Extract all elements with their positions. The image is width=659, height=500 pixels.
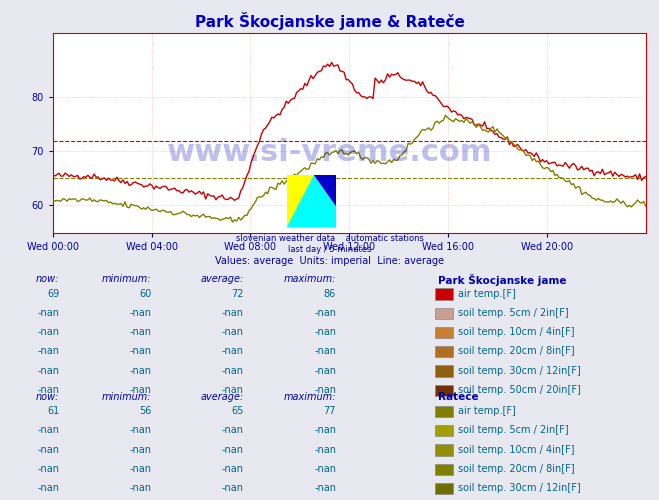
Text: air temp.[F]: air temp.[F] [458,288,516,298]
Text: -nan: -nan [130,464,152,474]
Text: Park Škocjanske jame & Rateče: Park Škocjanske jame & Rateče [194,12,465,30]
FancyBboxPatch shape [435,288,453,300]
Text: -nan: -nan [130,426,152,436]
Text: soil temp. 10cm / 4in[F]: soil temp. 10cm / 4in[F] [458,444,575,454]
Text: -nan: -nan [222,464,244,474]
Text: -nan: -nan [130,483,152,493]
Text: minimum:: minimum: [102,274,152,284]
Text: -nan: -nan [130,327,152,337]
Text: www.si-vreme.com: www.si-vreme.com [167,138,492,167]
Text: -nan: -nan [222,308,244,318]
FancyBboxPatch shape [435,308,453,319]
Text: -nan: -nan [314,308,336,318]
Text: -nan: -nan [38,483,59,493]
Text: -nan: -nan [222,444,244,454]
Text: -nan: -nan [222,385,244,395]
Text: Park Škocjanske jame: Park Škocjanske jame [438,274,567,286]
Text: 56: 56 [139,406,152,416]
FancyBboxPatch shape [435,483,453,494]
Text: soil temp. 20cm / 8in[F]: soil temp. 20cm / 8in[F] [458,346,575,356]
Text: average:: average: [200,392,244,402]
Text: soil temp. 5cm / 2in[F]: soil temp. 5cm / 2in[F] [458,308,569,318]
FancyBboxPatch shape [435,346,453,358]
Text: -nan: -nan [314,385,336,395]
Text: soil temp. 50cm / 20in[F]: soil temp. 50cm / 20in[F] [458,385,581,395]
Text: -nan: -nan [38,464,59,474]
Text: 61: 61 [47,406,59,416]
Text: soil temp. 10cm / 4in[F]: soil temp. 10cm / 4in[F] [458,327,575,337]
Text: 69: 69 [47,288,59,298]
Polygon shape [314,175,336,206]
Text: -nan: -nan [38,346,59,356]
Text: -nan: -nan [38,366,59,376]
Text: soil temp. 30cm / 12in[F]: soil temp. 30cm / 12in[F] [458,366,581,376]
Text: minimum:: minimum: [102,392,152,402]
Text: Rateče: Rateče [438,392,479,402]
Text: -nan: -nan [38,426,59,436]
Text: soil temp. 5cm / 2in[F]: soil temp. 5cm / 2in[F] [458,426,569,436]
Text: -nan: -nan [38,385,59,395]
Text: -nan: -nan [314,327,336,337]
FancyBboxPatch shape [435,406,453,417]
Text: -nan: -nan [314,444,336,454]
Text: -nan: -nan [222,327,244,337]
FancyBboxPatch shape [435,464,453,475]
FancyBboxPatch shape [435,425,453,436]
Text: -nan: -nan [130,444,152,454]
FancyBboxPatch shape [435,366,453,376]
Text: 77: 77 [324,406,336,416]
Text: -nan: -nan [38,444,59,454]
FancyBboxPatch shape [435,327,453,338]
Text: now:: now: [36,392,59,402]
Polygon shape [287,175,314,228]
Text: -nan: -nan [130,346,152,356]
Text: slovenian weather data    automatic stations: slovenian weather data automatic station… [235,234,424,243]
Text: soil temp. 20cm / 8in[F]: soil temp. 20cm / 8in[F] [458,464,575,474]
Text: 60: 60 [139,288,152,298]
Text: last day / 5 minutes: last day / 5 minutes [288,245,371,254]
Text: -nan: -nan [38,327,59,337]
Text: -nan: -nan [130,308,152,318]
Text: -nan: -nan [38,308,59,318]
Text: -nan: -nan [130,366,152,376]
Text: 65: 65 [231,406,244,416]
Text: -nan: -nan [314,426,336,436]
Text: -nan: -nan [222,483,244,493]
Text: -nan: -nan [130,385,152,395]
Text: -nan: -nan [314,464,336,474]
Text: now:: now: [36,274,59,284]
Text: average:: average: [200,274,244,284]
Text: -nan: -nan [314,483,336,493]
Text: maximum:: maximum: [284,392,336,402]
Text: -nan: -nan [314,346,336,356]
Text: -nan: -nan [222,366,244,376]
Text: -nan: -nan [314,366,336,376]
Text: -nan: -nan [222,346,244,356]
Text: 72: 72 [231,288,244,298]
Text: 86: 86 [324,288,336,298]
Text: soil temp. 30cm / 12in[F]: soil temp. 30cm / 12in[F] [458,483,581,493]
Text: air temp.[F]: air temp.[F] [458,406,516,416]
Polygon shape [287,175,336,228]
Text: Values: average  Units: imperial  Line: average: Values: average Units: imperial Line: av… [215,256,444,266]
Text: maximum:: maximum: [284,274,336,284]
FancyBboxPatch shape [435,384,453,396]
FancyBboxPatch shape [435,444,453,456]
Text: -nan: -nan [222,426,244,436]
